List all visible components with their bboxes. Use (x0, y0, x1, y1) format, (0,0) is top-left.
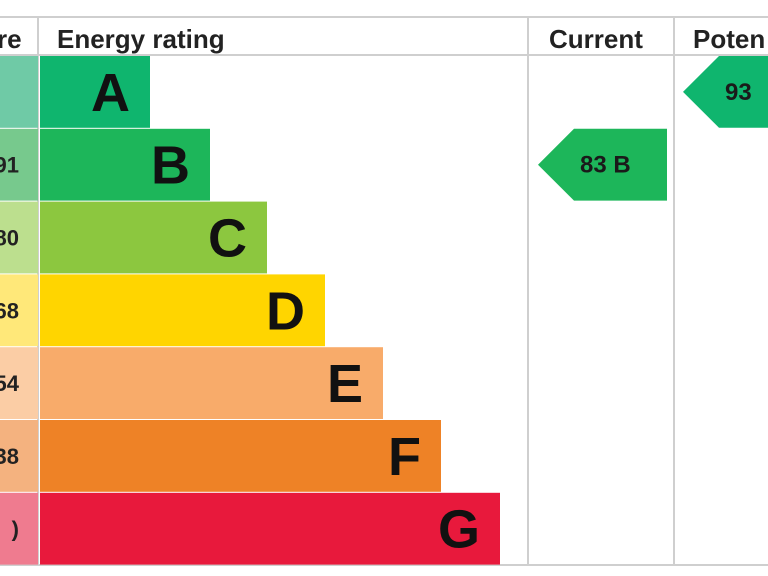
score-label-g: ) (12, 517, 19, 542)
rating-letter-g: G (438, 500, 480, 560)
score-label-f: 38 (0, 444, 19, 469)
score-cell-d (0, 274, 38, 347)
score-label-c: 80 (0, 226, 19, 251)
score-cell-c (0, 201, 38, 274)
rating-bar-a (40, 56, 150, 128)
rating-bar-c (40, 201, 267, 274)
rating-bar-g (40, 492, 500, 565)
score-cell-b (0, 128, 38, 201)
rating-letter-d: D (266, 281, 305, 341)
score-cell-a (0, 56, 38, 128)
rating-bar-f (40, 420, 441, 492)
rating-letter-c: C (208, 209, 247, 269)
rating-bar-d (40, 274, 325, 347)
potential-rating-label: 93 (725, 79, 752, 106)
rating-letter-e: E (327, 354, 363, 414)
score-cell-e (0, 347, 38, 419)
rating-bands: A 91 B 80 C 68 D 54 E 38 F) G (0, 56, 500, 565)
score-label-e: 54 (0, 371, 20, 396)
rating-letter-a: A (91, 63, 130, 123)
score-cell-f (0, 420, 38, 492)
rating-letter-f: F (388, 427, 421, 487)
current-rating-arrow (538, 128, 667, 201)
rating-bar-b (40, 128, 210, 201)
rating-letter-b: B (151, 136, 190, 196)
score-cell-g (0, 492, 38, 565)
header-score: re (0, 24, 22, 54)
header-potential: Poten (693, 24, 765, 54)
rating-bar-e (40, 347, 383, 419)
header-current: Current (549, 24, 643, 54)
score-label-b: 91 (0, 153, 19, 178)
current-rating-label: 83 B (580, 152, 631, 179)
score-label-d: 68 (0, 298, 19, 323)
header-energy-rating: Energy rating (57, 24, 225, 54)
potential-rating-arrow (683, 56, 768, 128)
rating-arrows: 83 B 93 (538, 56, 768, 201)
